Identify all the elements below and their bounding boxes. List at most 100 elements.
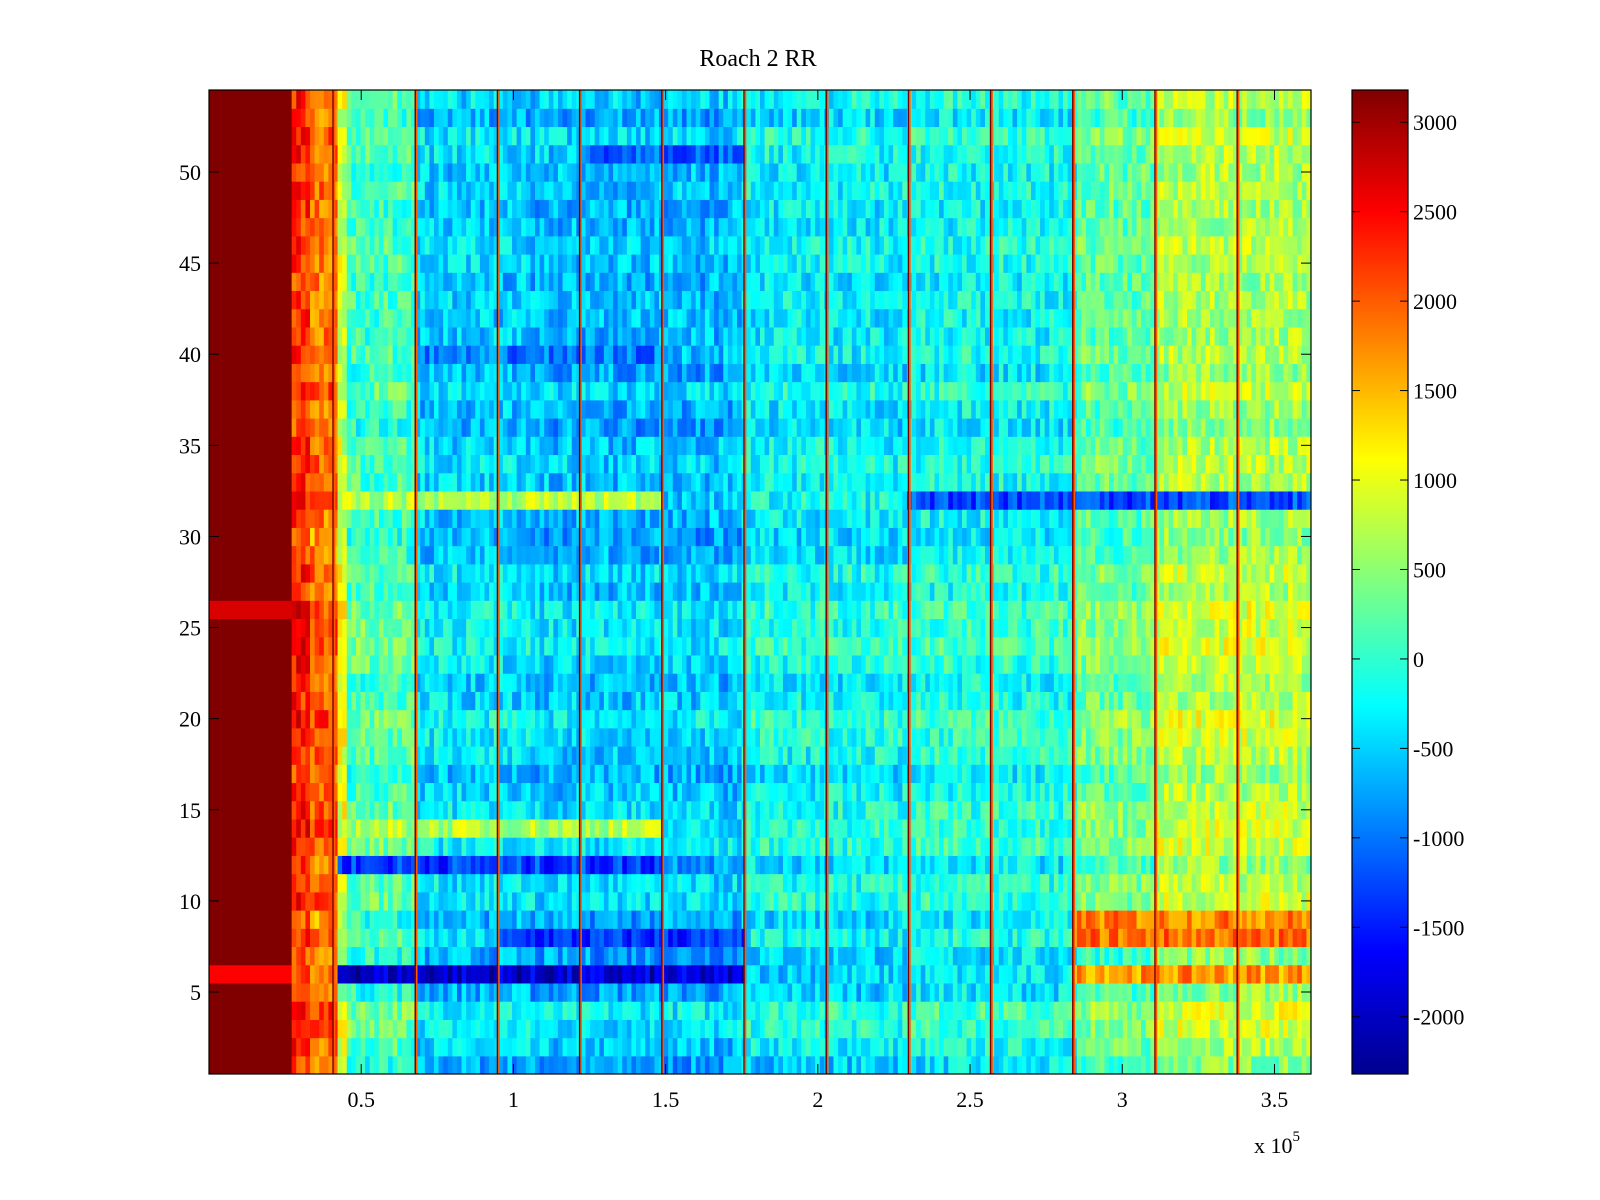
heatmap-cell bbox=[613, 964, 619, 984]
heatmap-cell bbox=[342, 982, 348, 1002]
heatmap-cell bbox=[337, 910, 343, 929]
heatmap-cell bbox=[282, 1019, 288, 1039]
heatmap-cell bbox=[213, 964, 219, 984]
heatmap-cell bbox=[1209, 818, 1216, 838]
heatmap-cell bbox=[493, 800, 499, 820]
heatmap-cell bbox=[512, 1037, 518, 1057]
heatmap-cell bbox=[594, 910, 600, 929]
heatmap-cell bbox=[209, 910, 215, 929]
heatmap-cell bbox=[1297, 1019, 1303, 1039]
heatmap-cell bbox=[737, 1019, 743, 1039]
heatmap-cell bbox=[433, 818, 440, 838]
heatmap-cell bbox=[1196, 837, 1202, 856]
heatmap-cell bbox=[466, 964, 472, 984]
heatmap-cell bbox=[686, 964, 692, 984]
heatmap-cell bbox=[1301, 946, 1308, 966]
heatmap-cell bbox=[1159, 964, 1165, 984]
heatmap-cell bbox=[516, 746, 522, 765]
heatmap-cell bbox=[755, 891, 761, 911]
heatmap-cell bbox=[594, 982, 600, 1002]
heatmap-cell bbox=[750, 800, 757, 820]
heatmap-cell bbox=[1209, 964, 1216, 984]
heatmap-cell bbox=[916, 727, 922, 747]
heatmap-cell bbox=[296, 709, 302, 729]
heatmap-cell bbox=[218, 800, 224, 820]
heatmap-cell bbox=[456, 764, 463, 784]
heatmap-cell bbox=[1219, 782, 1225, 802]
heatmap-cell bbox=[681, 964, 688, 984]
heatmap-cell bbox=[291, 782, 297, 802]
heatmap-cell bbox=[1288, 964, 1294, 984]
heatmap-cell bbox=[296, 746, 302, 765]
heatmap-cell bbox=[1242, 910, 1248, 929]
heatmap-cell bbox=[521, 800, 527, 820]
heatmap-cell bbox=[879, 691, 885, 711]
heatmap-cell bbox=[1164, 1019, 1170, 1039]
heatmap-cell bbox=[636, 1037, 642, 1057]
heatmap-cell bbox=[599, 891, 605, 911]
heatmap-cell bbox=[704, 800, 711, 820]
heatmap-cell bbox=[245, 709, 251, 729]
heatmap-cell bbox=[796, 928, 802, 948]
heatmap-cell bbox=[874, 873, 880, 893]
heatmap-cell bbox=[1012, 928, 1018, 948]
heatmap-cell bbox=[369, 1001, 375, 1020]
heatmap-cell bbox=[984, 1055, 991, 1074]
heatmap-cell bbox=[686, 691, 692, 711]
heatmap-cell bbox=[328, 727, 334, 747]
heatmap-cell bbox=[447, 1019, 453, 1039]
heatmap-cell bbox=[631, 1055, 637, 1074]
heatmap-cell bbox=[1021, 709, 1027, 729]
heatmap-cell bbox=[1104, 746, 1110, 765]
heatmap-cell bbox=[1237, 873, 1243, 893]
heatmap-cell bbox=[420, 837, 426, 856]
heatmap-cell bbox=[1205, 1019, 1211, 1039]
heatmap-cell bbox=[842, 818, 848, 838]
heatmap-cell bbox=[1164, 800, 1170, 820]
heatmap-cell bbox=[291, 1055, 297, 1074]
heatmap-cell bbox=[1288, 982, 1294, 1002]
heatmap-cell bbox=[1012, 709, 1018, 729]
heatmap-cell bbox=[1187, 873, 1193, 893]
heatmap-cell bbox=[1265, 782, 1271, 802]
heatmap-cell bbox=[580, 837, 587, 856]
heatmap-cell bbox=[1200, 873, 1206, 893]
heatmap-cell bbox=[590, 782, 596, 802]
heatmap-cell bbox=[980, 891, 986, 911]
heatmap-cell bbox=[1108, 1019, 1115, 1039]
heatmap-cell bbox=[856, 800, 862, 820]
heatmap-cell bbox=[300, 1001, 307, 1020]
heatmap-cell bbox=[433, 764, 440, 784]
heatmap-cell bbox=[1288, 928, 1294, 948]
heatmap-cell bbox=[801, 709, 807, 729]
heatmap-cell bbox=[1053, 891, 1060, 911]
heatmap-cell bbox=[259, 891, 265, 911]
heatmap-cell bbox=[507, 746, 513, 765]
heatmap-cell bbox=[305, 928, 311, 948]
heatmap-cell bbox=[590, 818, 596, 838]
heatmap-cell bbox=[934, 1019, 940, 1039]
heatmap-cell bbox=[539, 1019, 545, 1039]
heatmap-cell bbox=[617, 928, 623, 948]
heatmap-cell bbox=[590, 1037, 596, 1057]
heatmap-cell bbox=[1187, 982, 1193, 1002]
heatmap-cell bbox=[810, 1037, 816, 1057]
heatmap-cell bbox=[328, 891, 334, 911]
heatmap-cell bbox=[1049, 1037, 1055, 1057]
heatmap-cell bbox=[475, 782, 481, 802]
heatmap-cell bbox=[374, 873, 380, 893]
heatmap-cell bbox=[815, 1019, 821, 1039]
heatmap-cell bbox=[1292, 709, 1298, 729]
heatmap-cell bbox=[856, 946, 862, 966]
heatmap-cell bbox=[622, 691, 628, 711]
heatmap-cell bbox=[447, 982, 453, 1002]
heatmap-cell bbox=[980, 709, 986, 729]
heatmap-cell bbox=[704, 764, 711, 784]
heatmap-cell bbox=[952, 709, 959, 729]
heatmap-cell bbox=[943, 691, 949, 711]
heatmap-cell bbox=[838, 910, 844, 929]
heatmap-cell bbox=[1090, 873, 1096, 893]
heatmap-cell bbox=[484, 855, 490, 875]
heatmap-cell bbox=[1196, 727, 1202, 747]
heatmap-cell bbox=[466, 1055, 472, 1074]
